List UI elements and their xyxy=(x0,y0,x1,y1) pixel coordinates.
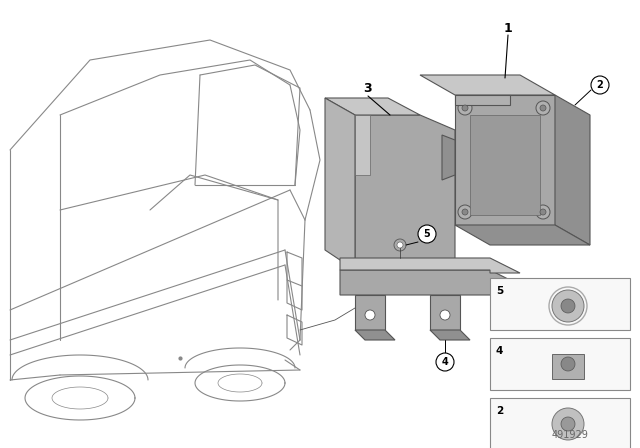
Polygon shape xyxy=(455,95,510,105)
Polygon shape xyxy=(325,98,420,115)
Polygon shape xyxy=(455,225,590,245)
Text: 5: 5 xyxy=(424,229,430,239)
Circle shape xyxy=(365,310,375,320)
Circle shape xyxy=(591,76,609,94)
Polygon shape xyxy=(355,115,370,175)
Circle shape xyxy=(540,105,546,111)
Circle shape xyxy=(394,239,406,251)
Circle shape xyxy=(561,417,575,431)
Circle shape xyxy=(458,101,472,115)
Circle shape xyxy=(418,225,436,243)
Text: 5: 5 xyxy=(496,286,503,296)
Circle shape xyxy=(462,209,468,215)
Polygon shape xyxy=(470,115,540,215)
Circle shape xyxy=(536,101,550,115)
Polygon shape xyxy=(455,95,555,225)
Text: 1: 1 xyxy=(504,22,513,34)
Polygon shape xyxy=(430,330,470,340)
Polygon shape xyxy=(355,115,455,285)
Polygon shape xyxy=(340,270,520,310)
Circle shape xyxy=(436,353,454,371)
Text: 2: 2 xyxy=(596,80,604,90)
Text: 4: 4 xyxy=(442,357,449,367)
Circle shape xyxy=(552,408,584,440)
Circle shape xyxy=(561,357,575,371)
Polygon shape xyxy=(555,95,590,245)
Circle shape xyxy=(536,205,550,219)
Circle shape xyxy=(552,290,584,322)
FancyBboxPatch shape xyxy=(490,338,630,390)
Circle shape xyxy=(540,209,546,215)
Polygon shape xyxy=(420,75,555,95)
Polygon shape xyxy=(430,295,460,330)
Polygon shape xyxy=(325,98,355,270)
FancyBboxPatch shape xyxy=(490,278,630,330)
Circle shape xyxy=(561,299,575,313)
Text: 491929: 491929 xyxy=(552,430,588,440)
Text: 4: 4 xyxy=(496,346,504,356)
Polygon shape xyxy=(442,135,455,180)
Text: 2: 2 xyxy=(496,406,503,416)
Polygon shape xyxy=(355,295,385,330)
Circle shape xyxy=(440,310,450,320)
Text: 3: 3 xyxy=(364,82,372,95)
Circle shape xyxy=(458,205,472,219)
Polygon shape xyxy=(355,330,395,340)
FancyBboxPatch shape xyxy=(490,398,630,448)
FancyBboxPatch shape xyxy=(552,354,584,379)
Circle shape xyxy=(462,105,468,111)
Polygon shape xyxy=(340,258,520,273)
Circle shape xyxy=(397,242,403,248)
